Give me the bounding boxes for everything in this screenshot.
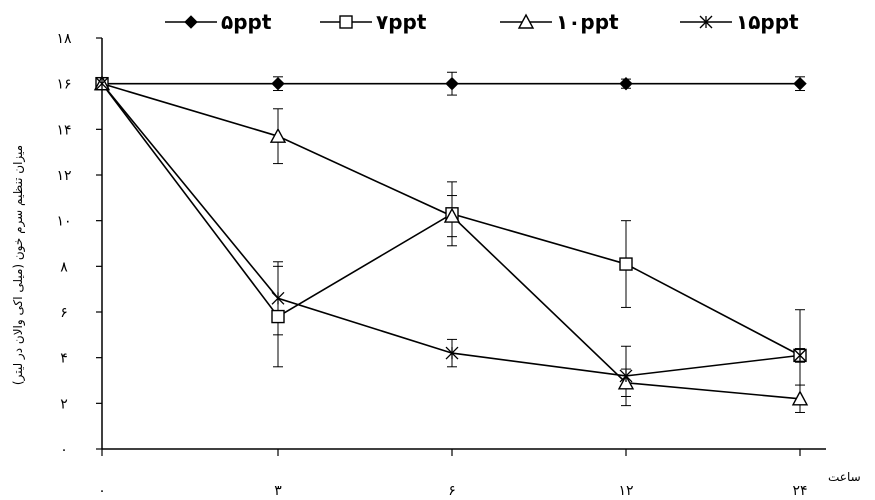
data-point-0 (271, 76, 285, 91)
data-point-1 (271, 309, 285, 324)
y-tick-label: ۱۲ (56, 168, 71, 184)
data-point-2 (791, 390, 809, 406)
data-point-1 (619, 257, 633, 271)
legend-label-1: ۷ppt (376, 10, 427, 34)
data-point-3 (793, 348, 807, 362)
data-point-3 (619, 369, 633, 383)
legend-entry-0: ۵ppt (165, 10, 272, 34)
legend-entry-1: ۷ppt (320, 10, 427, 34)
data-point-2 (443, 207, 461, 223)
x-tick-label: ۶ (448, 483, 456, 499)
data-point-2 (617, 374, 635, 390)
y-tick-label: ۴ (60, 351, 68, 367)
y-tick-label: ۱۴ (56, 122, 71, 138)
legend-label-3: ۱۵ppt (736, 10, 799, 34)
axes (96, 37, 826, 456)
y-tick-label: ۸ (60, 259, 68, 275)
y-tick-label: ۱۶ (56, 77, 71, 93)
x-axis-label: ساعت (828, 470, 861, 484)
legend-marker-0 (184, 15, 198, 29)
series-line-3 (101, 83, 801, 377)
y-axis-label: میزان تنظیم سرم خون (میلی اکی والان در ل… (11, 145, 26, 385)
error-bars (273, 71, 805, 413)
y-tick-label: ۲ (60, 396, 68, 412)
y-tick-label: ۱۸ (56, 31, 72, 47)
data-point-0 (619, 76, 633, 91)
x-tick-label: ۳ (274, 483, 282, 499)
data-point-0 (793, 76, 807, 91)
x-tick-label: ۰ (98, 483, 106, 499)
x-tick-label: ۱۲ (618, 483, 633, 499)
y-tick-label: ۶ (60, 305, 68, 321)
data-point-3 (95, 77, 109, 91)
legend-marker-1 (339, 15, 353, 29)
x-tick-label: ۲۴ (792, 483, 807, 499)
y-tick-label: ۱۰ (56, 214, 71, 230)
data-point-3 (271, 291, 285, 305)
legend-entry-3: ۱۵ppt (680, 10, 799, 34)
legend-marker-3 (699, 15, 713, 29)
legend-label-0: ۵ppt (221, 10, 272, 34)
series-markers (93, 75, 809, 406)
data-point-3 (445, 346, 459, 360)
legend-label-2: ۱۰ppt (556, 10, 619, 34)
legend: ۵ppt ۷ppt ۱۰ppt ۱۵ppt (165, 10, 799, 34)
data-point-2 (269, 127, 287, 143)
legend-marker-2 (517, 13, 535, 29)
y-tick-label: ۰ (60, 442, 68, 458)
legend-entry-2: ۱۰ppt (500, 10, 619, 34)
data-point-0 (445, 76, 459, 91)
